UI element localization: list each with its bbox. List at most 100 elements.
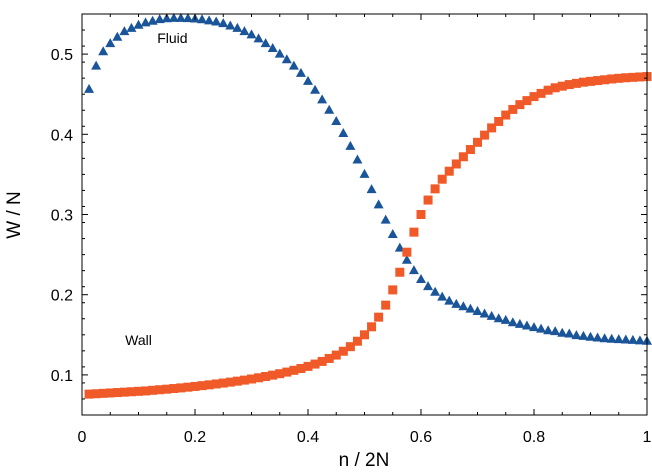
wall-point (557, 81, 567, 91)
wall-point (388, 285, 398, 295)
wall-point (402, 247, 412, 257)
wall-point (451, 159, 461, 169)
fluid-point (394, 242, 405, 252)
wall-point (310, 359, 320, 369)
fluid-point (91, 60, 102, 70)
wall-point (360, 330, 369, 340)
y-tick-label: 0.3 (51, 208, 73, 225)
wall-point (338, 346, 348, 356)
wall-point (331, 350, 341, 360)
wall-point (536, 88, 546, 98)
fluid-point (458, 301, 469, 311)
fluid-point (211, 16, 222, 26)
wall-point (239, 375, 249, 385)
wall-point (458, 152, 468, 162)
wall-point (578, 77, 588, 87)
wall-point (296, 363, 306, 373)
wall-point (345, 342, 355, 352)
fluid-point (84, 83, 95, 93)
fluid-point (331, 115, 342, 125)
fluid-point (317, 94, 328, 104)
fluid-point (218, 18, 229, 28)
fluid-point (295, 67, 306, 77)
wall-point (275, 369, 285, 379)
fluid-point (401, 254, 412, 264)
fluid-point (303, 75, 313, 85)
fluid-point (232, 22, 243, 32)
y-tick-label: 0.4 (51, 127, 73, 144)
wall-point (197, 381, 207, 391)
series-layer (84, 12, 652, 399)
wall-point (126, 387, 136, 397)
fluid-annotation: Fluid (157, 30, 187, 46)
wall-point (289, 365, 299, 375)
fluid-point (620, 334, 631, 344)
fluid-point (197, 14, 208, 24)
fluid-point (267, 42, 278, 52)
fluid-point (564, 328, 575, 338)
fluid-point (606, 333, 617, 343)
wall-point (487, 123, 497, 133)
wall-point (247, 374, 256, 384)
fluid-point (627, 334, 638, 344)
fluid-point (373, 199, 384, 209)
wall-point (494, 116, 504, 126)
wall-point (91, 389, 101, 399)
fluid-point (423, 281, 434, 291)
wall-point (105, 388, 115, 398)
wall-point (183, 382, 193, 392)
wall-point (635, 72, 645, 82)
fluid-point (585, 331, 596, 341)
fluid-point (246, 29, 257, 39)
wall-point (437, 174, 447, 184)
wall-point (176, 383, 186, 393)
fluid-point (366, 184, 377, 194)
wall-point (473, 137, 482, 147)
fluid-point (147, 15, 158, 25)
wall-point (501, 110, 511, 120)
fluid-point (444, 295, 455, 305)
y-axis-title: W / N (4, 191, 25, 239)
wall-point (628, 72, 638, 82)
fluid-point (536, 323, 547, 333)
fluid-point (451, 298, 462, 308)
fluid-point (352, 154, 363, 164)
wall-point (225, 377, 235, 387)
wall-point (112, 388, 122, 398)
fluid-point (338, 127, 349, 137)
wall-point (600, 75, 610, 85)
fluid-point (472, 306, 483, 316)
fluid-point (204, 15, 215, 25)
wall-point (317, 356, 327, 366)
fluid-point (634, 335, 645, 345)
fluid-point (514, 318, 525, 328)
fluid-point (274, 48, 285, 58)
wall-point (254, 373, 264, 383)
wall-point (430, 184, 440, 194)
wall-point (261, 372, 271, 382)
fluid-point (380, 214, 391, 224)
fluid-point (543, 325, 554, 335)
fluid-point (133, 19, 144, 29)
wall-point (593, 76, 603, 86)
wall-point (395, 267, 405, 277)
fluid-point (486, 310, 497, 320)
wall-point (303, 361, 313, 371)
fluid-point (408, 265, 419, 275)
fluid-point (571, 330, 582, 340)
fluid-point (465, 303, 476, 313)
wall-point (543, 85, 553, 95)
fluid-point (416, 273, 426, 283)
fluid-point (119, 26, 130, 36)
x-tick-label: 0.4 (297, 429, 319, 446)
wall-point (268, 370, 278, 380)
x-axis-title: n / 2N (339, 450, 390, 471)
fluid-point (500, 314, 511, 324)
x-tick-label: 0.2 (184, 429, 206, 446)
fluid-point (310, 84, 321, 94)
y-tick-label: 0.1 (51, 368, 73, 385)
fluid-point (288, 60, 299, 70)
fluid-point (260, 38, 271, 48)
x-tick-label: 0 (78, 429, 87, 446)
